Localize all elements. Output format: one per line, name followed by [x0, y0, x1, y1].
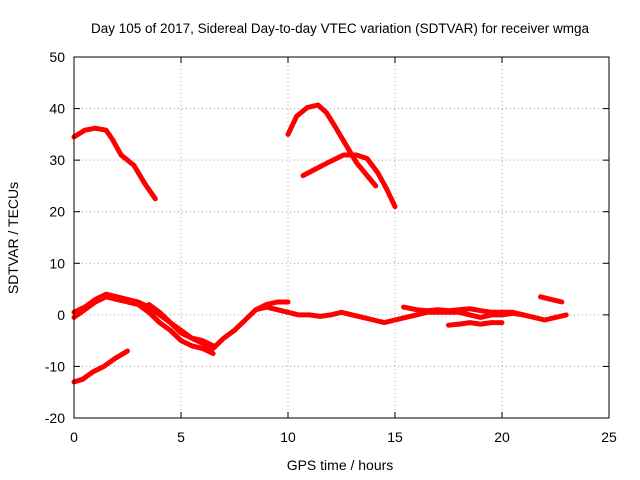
x-tick-label: 15 — [387, 429, 403, 445]
y-axis-label: SDTVAR / TECUs — [5, 182, 21, 294]
series-trace-3 — [300, 152, 398, 210]
y-tick-label: 40 — [49, 101, 65, 117]
y-tick-label: 10 — [49, 255, 65, 271]
x-tick-label: 0 — [70, 429, 78, 445]
y-tick-label: -20 — [45, 410, 65, 426]
y-tick-label: -10 — [45, 358, 65, 374]
y-tick-label: 30 — [49, 152, 65, 168]
y-tick-label: 0 — [57, 307, 65, 323]
data-traces — [71, 102, 569, 385]
series-trace-1 — [71, 125, 158, 202]
series-trace-6 — [146, 302, 216, 349]
plot-frame — [73, 56, 610, 419]
x-tick-label: 10 — [280, 429, 296, 445]
series-trace-2 — [285, 102, 379, 189]
series-trace-9 — [446, 320, 505, 328]
axis-ticks: 0 5 10 15 20 25 -20 -10 0 10 20 30 40 50 — [45, 49, 617, 445]
x-tick-label: 25 — [601, 429, 617, 445]
chart-title: Day 105 of 2017, Sidereal Day-to-day VTE… — [91, 21, 589, 36]
series-trace-8 — [401, 304, 526, 318]
grid — [74, 57, 609, 418]
series-trace-5 — [71, 294, 216, 356]
x-tick-label: 20 — [494, 429, 510, 445]
y-tick-label: 20 — [49, 204, 65, 220]
y-tick-label: 50 — [49, 49, 65, 65]
series-trace-10 — [71, 348, 130, 385]
series-trace-11 — [538, 294, 565, 305]
x-tick-label: 5 — [177, 429, 185, 445]
x-axis-label: GPS time / hours — [287, 457, 394, 473]
